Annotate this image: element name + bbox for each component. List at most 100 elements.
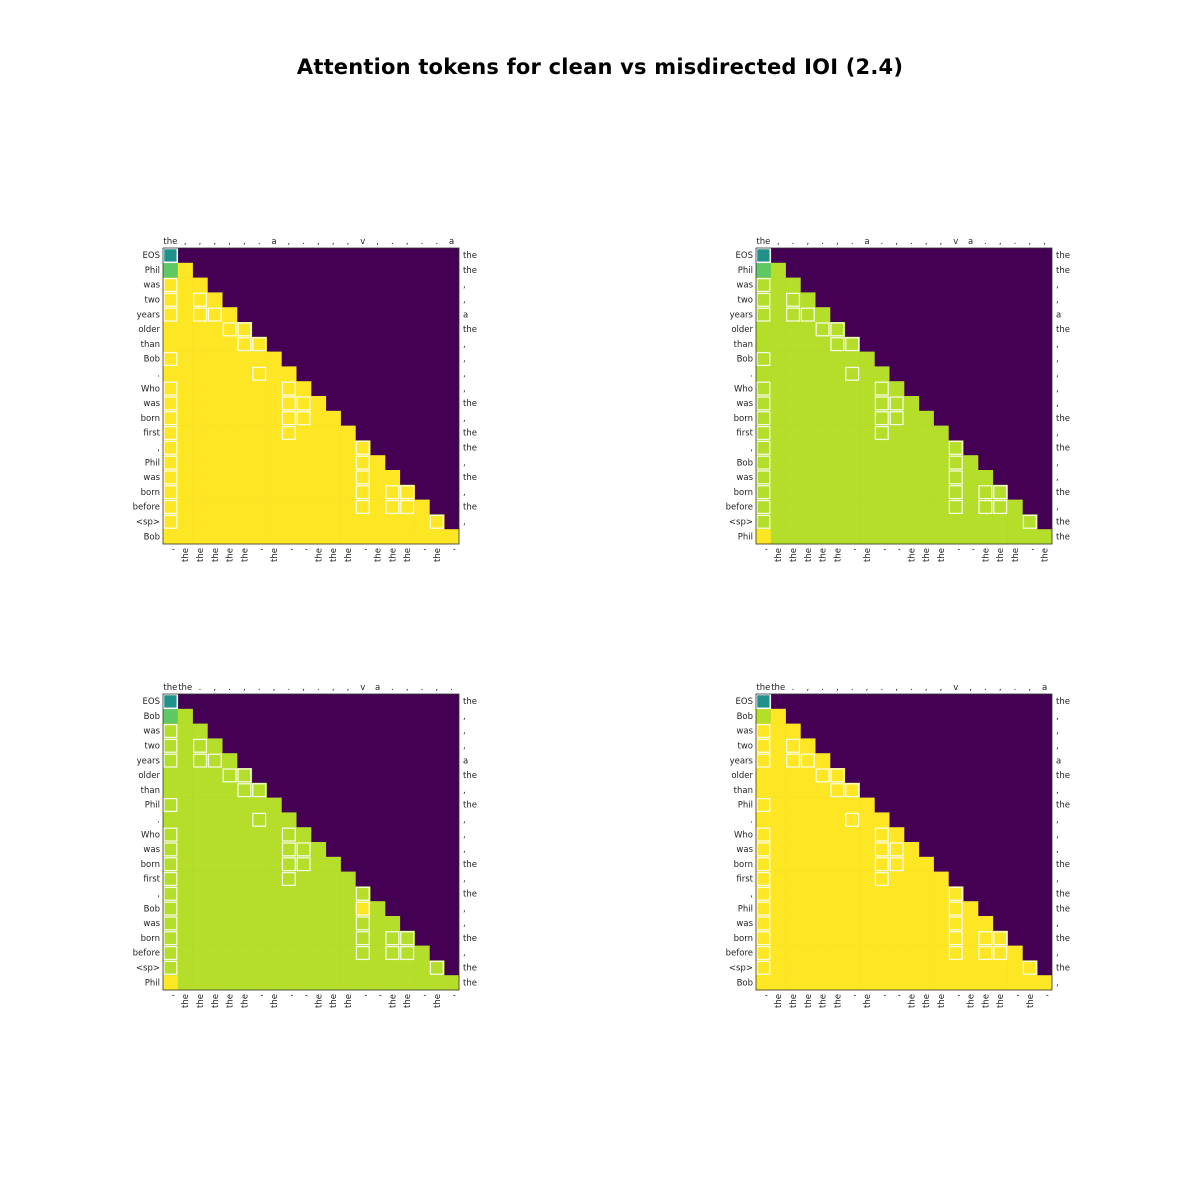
attention-highlight bbox=[163, 396, 178, 411]
heatmap-cell bbox=[355, 470, 371, 486]
heatmap-cell bbox=[177, 768, 193, 784]
heatmap-cell bbox=[889, 827, 905, 843]
bottom-label: , bbox=[967, 548, 977, 551]
heatmap-cell bbox=[859, 960, 875, 976]
heatmap-cell bbox=[251, 930, 267, 946]
heatmap-cell bbox=[800, 782, 816, 798]
attention-highlight bbox=[163, 916, 178, 931]
row-label: Who bbox=[141, 830, 160, 840]
heatmap-cell bbox=[355, 514, 371, 530]
attention-highlight bbox=[948, 945, 963, 961]
heatmap-cell bbox=[889, 396, 905, 412]
row-label: than bbox=[734, 786, 753, 796]
heatmap-cell bbox=[237, 440, 253, 456]
heatmap-cell bbox=[844, 499, 860, 515]
bottom-label: the bbox=[981, 548, 991, 562]
heatmap-cell bbox=[311, 960, 327, 976]
row-label: Phil bbox=[738, 266, 753, 276]
heatmap-cell bbox=[770, 975, 786, 991]
heatmap-cell bbox=[207, 916, 223, 932]
right-label: , bbox=[463, 727, 466, 737]
attention-highlight bbox=[785, 292, 801, 307]
top-label: . bbox=[1014, 683, 1017, 693]
top-label: , bbox=[347, 683, 350, 693]
attention-highlight bbox=[948, 440, 963, 455]
heatmap-cell bbox=[815, 410, 831, 426]
attention-highlight bbox=[355, 945, 370, 961]
row-label: older bbox=[138, 325, 160, 335]
heatmap-cell bbox=[978, 529, 994, 545]
heatmap-cell bbox=[904, 930, 920, 946]
row-label: before bbox=[133, 503, 160, 513]
heatmap-cell bbox=[414, 514, 430, 530]
bottom-label: the bbox=[1026, 994, 1036, 1008]
attention-highlight bbox=[1022, 960, 1037, 975]
top-label: . bbox=[984, 683, 987, 693]
bottom-label: the bbox=[833, 994, 843, 1008]
heatmap-cell bbox=[800, 396, 816, 412]
heatmap-cell bbox=[948, 484, 964, 500]
heatmap-cell bbox=[207, 871, 223, 887]
heatmap-cell bbox=[355, 484, 371, 500]
heatmap-cell bbox=[770, 916, 786, 932]
right-label: the bbox=[463, 429, 477, 439]
heatmap-cell bbox=[340, 930, 356, 946]
top-label: . bbox=[421, 683, 424, 693]
heatmap-cell bbox=[177, 277, 193, 293]
heatmap-cell bbox=[800, 856, 816, 872]
heatmap-cell bbox=[222, 455, 238, 471]
heatmap-cell bbox=[325, 960, 341, 976]
heatmap-cell bbox=[859, 455, 875, 471]
attention-highlight bbox=[400, 931, 415, 946]
heatmap-cell bbox=[756, 753, 772, 769]
heatmap-cell bbox=[770, 396, 786, 412]
heatmap-cell bbox=[830, 797, 846, 813]
top-label: . bbox=[287, 683, 290, 693]
heatmap-cell bbox=[222, 484, 238, 500]
heatmap-cell bbox=[830, 514, 846, 530]
heatmap-cell bbox=[756, 960, 772, 976]
heatmap-cell bbox=[237, 336, 253, 352]
attention-highlight bbox=[192, 738, 208, 753]
heatmap-cell bbox=[933, 871, 949, 887]
row-label: first bbox=[143, 875, 160, 885]
bottom-label: the bbox=[937, 994, 947, 1008]
attention-highlight bbox=[756, 470, 771, 485]
heatmap-cell bbox=[844, 886, 860, 902]
heatmap-cell bbox=[399, 945, 415, 961]
heatmap-cell bbox=[237, 514, 253, 530]
heatmap-cell bbox=[978, 975, 994, 991]
attention-highlight bbox=[281, 871, 296, 887]
row-label: Phil bbox=[738, 532, 753, 542]
heatmap-cell bbox=[177, 708, 193, 724]
heatmap-cell bbox=[889, 381, 905, 397]
heatmap-cell bbox=[222, 753, 238, 769]
heatmap-cell bbox=[844, 514, 860, 530]
heatmap-cell bbox=[800, 842, 816, 858]
heatmap-cell bbox=[296, 514, 312, 530]
heatmap-cell bbox=[266, 960, 282, 976]
heatmap-cell bbox=[177, 827, 193, 843]
heatmap-cell bbox=[785, 753, 801, 769]
row-label: was bbox=[143, 399, 160, 409]
bottom-label: , bbox=[952, 548, 962, 551]
heatmap-cell bbox=[889, 886, 905, 902]
attention-highlight bbox=[163, 842, 178, 857]
heatmap-cell bbox=[222, 322, 238, 338]
attention-highlight bbox=[756, 842, 771, 857]
heatmap-cell bbox=[830, 871, 846, 887]
heatmap-cell bbox=[963, 529, 979, 545]
heatmap-cell bbox=[770, 827, 786, 843]
heatmap-cell bbox=[770, 366, 786, 382]
right-label: the bbox=[1056, 963, 1070, 973]
attention-highlight bbox=[755, 693, 772, 710]
heatmap-cell bbox=[830, 396, 846, 412]
heatmap-cell bbox=[340, 871, 356, 887]
right-label: the bbox=[463, 251, 477, 261]
heatmap-cell bbox=[815, 470, 831, 486]
attention-highlight bbox=[163, 901, 178, 916]
heatmap-cell bbox=[237, 901, 253, 917]
heatmap-cell bbox=[266, 916, 282, 932]
row-label: . bbox=[157, 369, 160, 379]
right-label: , bbox=[463, 340, 466, 350]
